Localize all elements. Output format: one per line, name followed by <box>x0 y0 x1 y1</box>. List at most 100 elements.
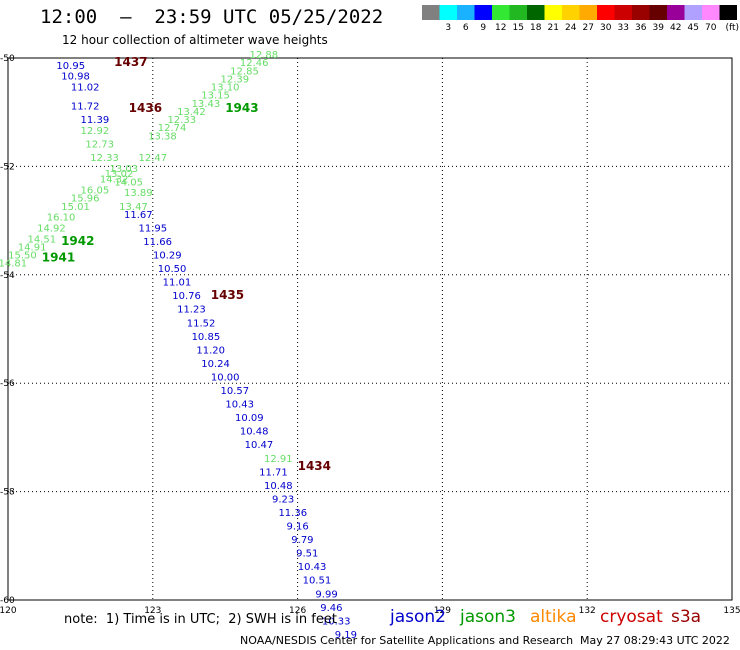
jason3-wave-height: 13.89 <box>124 188 153 199</box>
scale-swatch <box>684 5 702 20</box>
scale-swatch <box>527 5 545 20</box>
jason2-time-label: 1434 <box>298 459 331 473</box>
jason3-wave-height: 12.46 <box>240 58 269 69</box>
jason3-wave-height: 12.91 <box>264 454 293 465</box>
lon-tick-label: 123 <box>144 606 161 616</box>
legend-note: note: 1) Time is in UTC; 2) SWH is in fe… <box>64 612 337 627</box>
scale-label: 30 <box>600 23 612 33</box>
jason3-wave-height: 15.01 <box>61 202 90 213</box>
jason3-wave-height: 12.73 <box>85 139 114 150</box>
scale-swatch <box>457 5 475 20</box>
page-title: 12:00 — 23:59 UTC 05/25/2022 <box>40 6 384 28</box>
scale-swatch <box>474 5 492 20</box>
jason3-wave-height: 12.88 <box>249 50 278 61</box>
jason2-wave-height: 9.51 <box>296 549 318 560</box>
lon-tick-label: 135 <box>723 606 740 616</box>
jason3-wave-height: 13.43 <box>192 99 221 110</box>
legend-jason2: jason2 <box>390 607 446 627</box>
jason3-wave-height: 15.50 <box>8 251 37 262</box>
scale-label: 70 <box>705 23 717 33</box>
jason2-wave-height: 10.95 <box>56 61 85 72</box>
lat-tick-label: -52 <box>0 162 15 172</box>
scale-swatch <box>719 5 737 20</box>
footer-credit: NOAA/NESDIS Center for Satellite Applica… <box>240 634 574 647</box>
jason2-wave-height: 10.24 <box>201 359 230 370</box>
jason2-wave-height: 10.98 <box>61 72 90 83</box>
lon-tick-label: 132 <box>579 606 596 616</box>
scale-swatch <box>649 5 667 20</box>
scale-swatch <box>667 5 685 20</box>
jason2-wave-height: 11.20 <box>196 345 225 356</box>
scale-label: 39 <box>653 23 665 33</box>
jason3-wave-height: 13.10 <box>211 83 240 94</box>
scale-label: 45 <box>688 23 699 33</box>
jason2-wave-height: 11.52 <box>187 318 216 329</box>
legend-cryosat: cryosat <box>600 607 663 627</box>
jason3-wave-height: 12.33 <box>90 153 119 164</box>
jason2-wave-height: 11.72 <box>71 101 100 112</box>
jason2-wave-height: 11.95 <box>138 223 167 234</box>
scale-swatch <box>579 5 597 20</box>
jason2-wave-height: 10.33 <box>322 616 351 627</box>
jason2-wave-height: 11.71 <box>259 467 288 478</box>
jason2-wave-height: 10.09 <box>235 413 264 424</box>
scale-swatch <box>614 5 632 20</box>
lat-tick-label: -54 <box>0 271 15 281</box>
lat-tick-label: -58 <box>0 488 15 498</box>
jason3-time-label: 1943 <box>225 101 258 115</box>
jason2-wave-height: 10.29 <box>153 251 182 262</box>
jason3-wave-height: 16.10 <box>47 213 76 224</box>
jason2-time-label: 1435 <box>211 288 244 302</box>
jason3-wave-height: 12.92 <box>81 126 110 137</box>
jason2-wave-height: 9.79 <box>291 535 313 546</box>
jason3-wave-height: 12.39 <box>221 74 250 85</box>
jason3-wave-height: 14.81 <box>0 259 27 270</box>
scale-label: 15 <box>513 23 524 33</box>
scale-swatch <box>632 5 650 20</box>
jason3-wave-height: 14.92 <box>37 223 66 234</box>
scale-swatch <box>702 5 720 20</box>
scale-label: 21 <box>548 23 559 33</box>
jason2-wave-height: 10.85 <box>192 332 221 343</box>
jason3-wave-height: 14.51 <box>27 234 56 245</box>
scale-label: 9 <box>480 23 486 33</box>
jason2-time-label: 1437 <box>114 55 147 69</box>
jason3-wave-height: 14.05 <box>114 177 143 188</box>
jason2-wave-height: 11.36 <box>278 508 307 519</box>
jason2-wave-height: 11.66 <box>143 237 172 248</box>
jason2-wave-height: 10.48 <box>240 427 269 438</box>
jason2-wave-height: 9.23 <box>272 494 294 505</box>
jason2-wave-height: 11.39 <box>81 115 110 126</box>
jason2-wave-height: 10.00 <box>211 372 240 383</box>
page-subtitle: 12 hour collection of altimeter wave hei… <box>62 33 328 47</box>
legend-jason3: jason3 <box>460 607 516 627</box>
lat-tick-label: -60 <box>0 596 15 606</box>
jason3-wave-height: 12.85 <box>230 66 259 77</box>
scale-label: 36 <box>635 23 647 33</box>
jason3-wave-height: 13.38 <box>148 131 177 142</box>
scale-label: 6 <box>463 23 469 33</box>
jason3-wave-height: 15.96 <box>71 194 100 205</box>
jason3-wave-height: 13.15 <box>201 91 230 102</box>
jason3-wave-height: 14.32 <box>100 175 129 186</box>
scale-label: 42 <box>670 23 681 33</box>
jason2-wave-height: 10.48 <box>264 481 293 492</box>
scale-swatch <box>562 5 580 20</box>
scale-swatch <box>544 5 562 20</box>
jason2-wave-height: 10.57 <box>221 386 250 397</box>
axis-labels: 120 123 126 129 132 135 -50 -52 -54 -56 -58 -60 <box>0 54 740 616</box>
scale-swatch <box>492 5 510 20</box>
jason2-wave-height: 9.19 <box>335 630 357 641</box>
scale-label: 3 <box>445 23 451 33</box>
lon-tick-label: 126 <box>289 606 306 616</box>
jason3-wave-height: 13.42 <box>177 107 206 118</box>
scale-label: 27 <box>583 23 594 33</box>
lon-tick-label: 120 <box>0 606 17 616</box>
jason2-time-label: 1436 <box>129 101 162 115</box>
jason2-wave-height: 11.67 <box>124 210 153 221</box>
legend-s3a: s3a <box>671 607 702 627</box>
jason3-wave-height: 13.03 <box>110 164 139 175</box>
jason3-wave-height: 13.47 <box>119 202 148 213</box>
legend-altika: altika <box>530 607 577 627</box>
